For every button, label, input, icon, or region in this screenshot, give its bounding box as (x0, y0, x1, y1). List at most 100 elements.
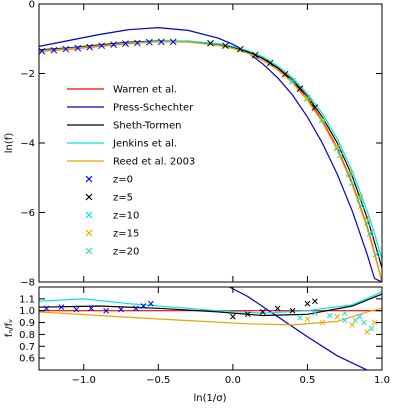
top-point-z-15 (318, 115, 326, 123)
bottom-plot-frame (38, 286, 383, 371)
legend-label: Warren et al. (113, 85, 177, 96)
top-point-z-5 (266, 59, 274, 67)
legend-entry-z-20: z=20 (85, 247, 139, 258)
bottom-x-tick-label: 1.0 (374, 375, 390, 386)
legend-label: z=0 (113, 175, 133, 186)
top-point-z-0 (86, 43, 94, 51)
bottom-point-z-0 (73, 306, 80, 313)
top-point-z-15 (345, 169, 353, 176)
legend-marker (85, 175, 93, 183)
top-point-z-20 (372, 250, 380, 258)
top-point-z-15 (363, 216, 371, 223)
top-point-z-10 (318, 117, 326, 124)
legend-marker (85, 229, 93, 237)
legend-entry-z-10: z=10 (85, 211, 139, 222)
top-model-curves (39, 26, 382, 282)
bottom-x-tick-label: −1.0 (72, 375, 96, 386)
top-point-z-15 (356, 193, 363, 201)
bottom-point-z-0 (88, 305, 95, 312)
bottom-point-z-5 (312, 298, 318, 305)
bottom-axis-ticks: 1.11.00.90.80.70.6−1.0 −0.5 0.0 0.5 1.0 (19, 287, 390, 386)
top-point-z-5 (236, 45, 244, 53)
bottom-point-z-0 (140, 303, 147, 309)
bottom-point-z-0 (133, 305, 139, 312)
top-point-z-20 (366, 229, 374, 237)
top-panel: 0 −2 −4 −6 −8 Warren et al. Press-Schechter Sh… (4, 0, 383, 289)
legend-entry-z-5: z=5 (85, 193, 133, 204)
legend-entry-sheth-tormen: Sheth-Tormen (67, 121, 181, 132)
bottom-point-z-5 (244, 311, 251, 318)
top-point-z-5 (296, 85, 304, 93)
top-point-z-0 (50, 46, 58, 54)
top-point-z-10 (356, 195, 363, 202)
bottom-point-z-10 (356, 313, 363, 320)
bottom-x-tick-label: −0.5 (146, 375, 170, 386)
top-point-z-0 (74, 44, 82, 52)
bottom-y-tick-label: 0.6 (19, 354, 35, 365)
legend: Warren et al. Press-Schechter Sheth-Tormen… (67, 85, 195, 258)
bottom-y-tick-label: 1.1 (19, 294, 35, 305)
legend-entry-reed-et-al-2003: Reed et al. 2003 (67, 157, 195, 168)
top-curve-sheth-tormen (39, 40, 382, 269)
bottom-ratio-curves (39, 287, 382, 370)
top-point-z-20 (336, 151, 344, 159)
bottom-point-z-0 (147, 300, 154, 307)
top-point-z-0 (122, 40, 129, 47)
bottom-y-tick-label: 1.0 (19, 306, 35, 317)
top-point-z-20 (348, 179, 356, 187)
bottom-point-z-15 (334, 313, 341, 320)
bottom-point-z-0 (103, 307, 109, 314)
top-point-z-5 (207, 39, 214, 47)
legend-entry-z-15: z=15 (85, 229, 139, 240)
bottom-simulation-points (43, 298, 378, 335)
bottom-curve-jenkins-et-al (39, 291, 382, 314)
legend-label: z=20 (113, 247, 139, 258)
bottom-point-z-0 (43, 305, 50, 312)
top-simulation-points (39, 38, 380, 258)
bottom-y-tick-label: 0.7 (19, 342, 35, 353)
bottom-y-tick-label: 0.9 (19, 318, 35, 329)
legend-label: Reed et al. 2003 (113, 157, 195, 168)
legend-label: Jenkins et al. (112, 139, 177, 150)
bottom-curve-press-schechter (228, 287, 369, 370)
top-point-z-0 (146, 38, 153, 46)
bottom-panel: 1.11.00.90.80.70.6−1.0 −0.5 0.0 0.5 1.0 fₙ/f… (4, 286, 390, 404)
top-point-z-0 (39, 47, 46, 55)
top-point-z-15 (304, 94, 311, 102)
legend-label: z=10 (113, 211, 139, 222)
bottom-point-z-15 (364, 329, 370, 335)
bottom-point-z-5 (230, 313, 236, 320)
top-point-z-0 (62, 45, 70, 53)
top-curve-reed-et-al-2003 (39, 41, 382, 282)
bottom-point-z-20 (361, 319, 367, 326)
top-point-z-10 (289, 77, 296, 85)
bottom-point-z-10 (341, 317, 348, 324)
top-y-tick-label: −2 (20, 69, 35, 80)
bottom-point-z-15 (304, 316, 311, 322)
top-y-tick-label: −4 (20, 139, 35, 150)
top-point-z-15 (333, 143, 341, 150)
legend-label: z=15 (113, 229, 139, 240)
bottom-point-z-10 (312, 310, 318, 316)
bottom-x-tick-label: 0.0 (225, 375, 241, 386)
legend-marker (85, 211, 93, 219)
bottom-curve-reed-et-al-2003 (39, 307, 382, 326)
top-point-z-0 (169, 38, 177, 46)
bottom-curve-sheth-tormen (39, 293, 382, 317)
bottom-point-z-5 (274, 305, 281, 312)
bottom-point-z-20 (368, 325, 375, 332)
bottom-point-z-5 (304, 300, 311, 307)
top-point-z-5 (251, 51, 259, 59)
legend-marker (85, 193, 93, 201)
bottom-point-z-5 (259, 309, 266, 315)
top-axis-ticks: 0 −2 −4 −6 −8 (20, 0, 383, 289)
top-point-z-5 (281, 70, 289, 78)
top-point-z-5 (311, 104, 319, 111)
bottom-point-z-0 (58, 304, 65, 311)
bottom-point-z-15 (349, 322, 356, 328)
top-point-z-0 (98, 42, 105, 50)
top-y-tick-label: −8 (20, 278, 35, 289)
bottom-point-z-5 (289, 307, 296, 314)
legend-entry-z-0: z=0 (85, 175, 133, 186)
